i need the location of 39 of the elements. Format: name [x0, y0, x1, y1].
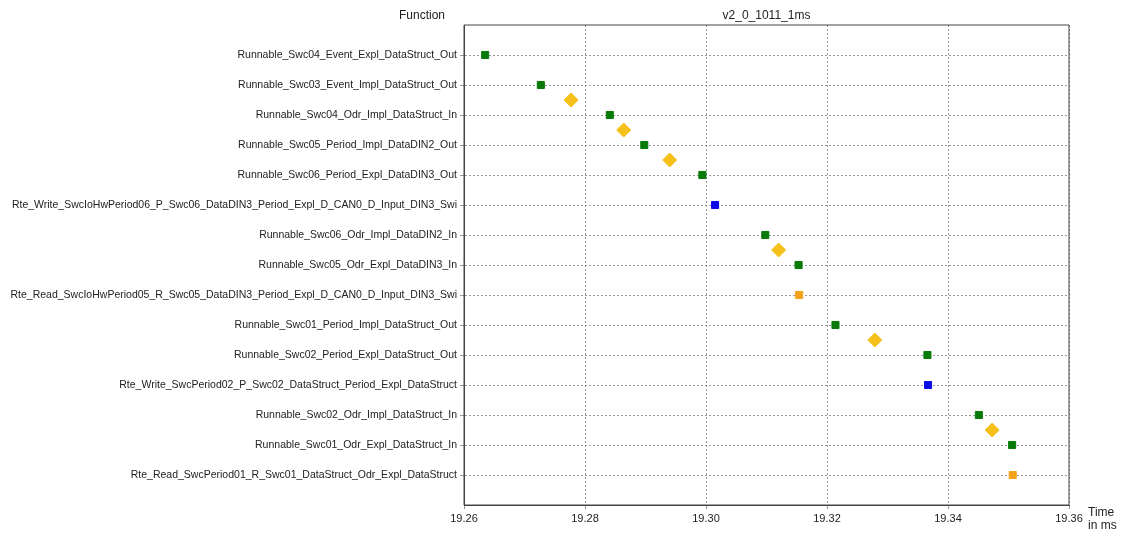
- y-tick-label: Runnable_Swc06_Period_Expl_DataDIN3_Out: [237, 167, 458, 180]
- y-tick-label: Runnable_Swc02_Period_Expl_DataStruct_Out: [234, 347, 458, 360]
- point: [698, 170, 707, 180]
- y-tick-label: Runnable_Swc03_Event_Impl_DataStruct_Out: [238, 77, 458, 90]
- chart-title: v2_0_1011_1ms: [721, 8, 812, 22]
- x-tick-label: 19.36: [1055, 511, 1083, 524]
- y-tick-label: Runnable_Swc06_Odr_Impl_DataDIN2_In: [259, 227, 458, 240]
- x-tick-label: 19.28: [571, 511, 599, 524]
- point: [831, 320, 840, 330]
- point: [761, 230, 770, 240]
- y-tick-label: Runnable_Swc01_Odr_Expl_DataStruct_In: [255, 437, 458, 450]
- point: [1008, 470, 1017, 480]
- point: [711, 200, 720, 210]
- x-tick-label: 19.34: [934, 511, 962, 524]
- y-tick-label: Runnable_Swc01_Period_Impl_DataStruct_Out: [234, 317, 458, 330]
- point: [924, 380, 933, 390]
- y-tick-label: Runnable_Swc04_Odr_Impl_DataStruct_In: [255, 107, 458, 120]
- point: [536, 80, 545, 90]
- y-axis-title: Function: [398, 8, 446, 22]
- y-tick-label: Rte_Write_SwcIoHwPeriod06_P_Swc06_DataDIN3_Period_Expl_D_CAN0_D_Input_DIN3_Swi: [11, 197, 457, 210]
- y-tick-label: Runnable_Swc04_Event_Expl_DataStruct_Out: [237, 47, 458, 60]
- point: [481, 50, 490, 60]
- y-tick-label: Rte_Write_SwcPeriod02_P_Swc02_DataStruct_Period_Expl_DataStruct: [119, 377, 458, 390]
- y-tick-label: Runnable_Swc05_Period_Impl_DataDIN2_Out: [238, 137, 458, 150]
- y-tick-label: Rte_Read_SwcPeriod01_R_Swc01_DataStruct_Odr_Expl_DataStruct: [130, 467, 458, 480]
- point: [794, 260, 803, 270]
- point: [923, 350, 932, 360]
- x-tick-label: 19.32: [813, 511, 841, 524]
- point: [605, 110, 614, 120]
- y-tick-label: Rte_Read_SwcIoHwPeriod05_R_Swc05_DataDIN3_Period_Expl_D_CAN0_D_Input_DIN3_Swi: [10, 287, 457, 300]
- y-tick-label: Runnable_Swc02_Odr_Impl_DataStruct_In: [255, 407, 458, 420]
- y-tick-label: Runnable_Swc05_Odr_Expl_DataDIN3_In: [258, 257, 458, 270]
- point: [795, 290, 804, 300]
- point: [974, 410, 983, 420]
- point: [640, 140, 649, 150]
- x-tick-label: 19.26: [450, 511, 478, 524]
- x-axis-title: Time in ms: [1088, 505, 1118, 532]
- point: [1008, 440, 1017, 450]
- x-tick-label: 19.30: [692, 511, 720, 524]
